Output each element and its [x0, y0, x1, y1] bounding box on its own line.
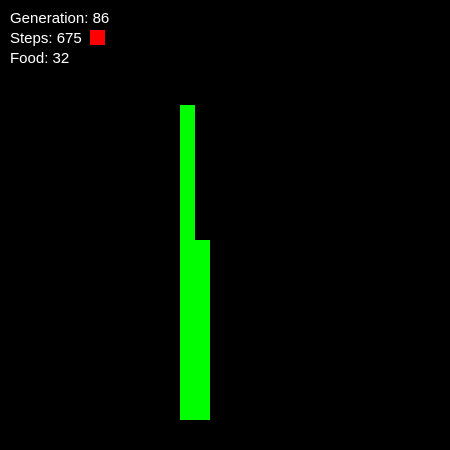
hud: Generation: 86 Steps: 675 Food: 32 — [10, 9, 109, 69]
snake-segment — [180, 240, 210, 420]
food-readout: Food: 32 — [10, 49, 109, 69]
food-item — [90, 30, 105, 45]
steps-readout: Steps: 675 — [10, 29, 109, 49]
food-value: 32 — [52, 50, 70, 67]
food-label: Food: — [10, 50, 49, 67]
generation-readout: Generation: 86 — [10, 9, 109, 29]
steps-value: 675 — [56, 30, 82, 47]
snake-segment — [180, 105, 195, 240]
steps-label: Steps: — [10, 30, 53, 47]
generation-value: 86 — [92, 10, 110, 27]
generation-label: Generation: — [10, 10, 89, 27]
